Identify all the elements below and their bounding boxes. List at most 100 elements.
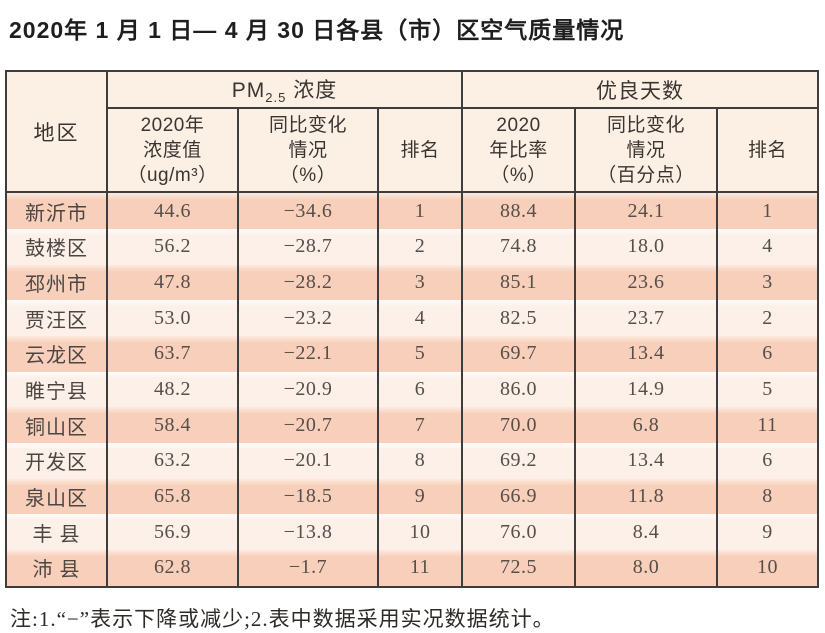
region-cell: 鼓楼区 [5,228,108,265]
table-body: 新沂市 44.6 −34.6 1 88.4 24.1 1 鼓楼区 56.2 −28.7 2 74.8 1… [5,192,820,587]
gd-change-cell: 6.8 [574,407,719,443]
table-row: 睢宁县 48.2 −20.9 6 86.0 14.9 5 [5,371,820,408]
pm-change-cell: −28.7 [237,228,379,265]
pm-rank-cell: 4 [376,300,464,336]
air-quality-table: 地区 PM2.5 浓度 优良天数 2020年 浓度值 （ug/m³） 同比变化 … [5,69,820,588]
gd-rank-cell: 4 [716,228,820,265]
pm-value-cell: 44.6 [106,192,239,229]
header-group-row: 地区 PM2.5 浓度 优良天数 [5,69,820,194]
table-row: 贾汪区 53.0 −23.2 4 82.5 23.7 2 [5,300,820,336]
gd-rate-cell: 76.0 [461,514,577,551]
gd-rank-cell: 8 [716,478,820,515]
pm25-label-prefix: PM [231,79,266,102]
pm-rank-cell: 7 [376,407,464,443]
table-row: 丰 县 56.9 −13.8 10 76.0 8.4 9 [5,514,820,551]
region-cell: 贾汪区 [5,300,108,336]
gd-rank-cell: 5 [716,371,820,408]
table-row: 鼓楼区 56.2 −28.7 2 74.8 18.0 4 [5,228,820,265]
pm-value-cell: 62.8 [106,550,239,587]
table-row: 云龙区 63.7 −22.1 5 69.7 13.4 6 [5,335,820,372]
pm-value-cell: 63.7 [106,335,239,372]
gd-rate-cell: 69.7 [461,335,577,372]
pm-rank-cell: 2 [376,228,464,265]
gd-change-cell: 24.1 [574,192,719,229]
region-cell: 睢宁县 [5,371,108,408]
pm-rank-cell: 6 [376,371,464,408]
pm-rank-cell: 10 [376,514,464,551]
region-cell: 泉山区 [5,478,108,515]
gd-rate-cell: 82.5 [461,300,577,336]
gd-change-cell: 8.0 [574,550,719,587]
pm-value-cell: 65.8 [106,478,239,515]
pm-change-cell: −22.1 [237,335,379,372]
gd-rate-cell: 66.9 [461,478,577,515]
table-row: 泉山区 65.8 −18.5 9 66.9 11.8 8 [5,478,820,515]
header-sub-row: 2020年 浓度值 （ug/m³） 同比变化 情况 （%） 排名 2020 年比… [6,107,820,194]
gd-rate-cell: 88.4 [461,192,577,229]
table-header: 地区 PM2.5 浓度 优良天数 2020年 浓度值 （ug/m³） 同比变化 … [5,69,820,194]
gd-rank-cell: 6 [716,443,820,479]
region-cell: 开发区 [5,443,108,479]
pm-value-cell: 58.4 [106,407,239,443]
pm-change-cell: −20.7 [237,407,379,443]
gd-rank-cell: 1 [716,192,820,229]
table-row: 铜山区 58.4 −20.7 7 70.0 6.8 11 [5,407,820,443]
table-row: 邳州市 47.8 −28.2 3 85.1 23.6 3 [5,264,820,301]
pm-value-cell: 48.2 [106,371,239,408]
pm-rank-cell: 1 [376,192,464,229]
pm-change-cell: −34.6 [237,192,379,229]
region-cell: 丰 县 [5,514,108,551]
pm25-label-suffix: 浓度 [286,79,338,102]
column-header-region: 地区 [5,69,108,194]
pm-rank-cell: 3 [376,264,464,301]
gd-change-cell: 23.7 [574,300,719,336]
gd-rate-cell: 86.0 [461,371,577,408]
gd-rate-cell: 72.5 [461,550,577,587]
column-header-pm-value: 2020年 浓度值 （ug/m³） [106,107,239,194]
column-group-pm25: PM2.5 浓度 [105,69,464,110]
pm-change-cell: −23.2 [237,300,379,336]
region-cell: 邳州市 [5,264,108,301]
gd-change-cell: 18.0 [574,228,719,265]
pm-rank-cell: 11 [376,550,464,587]
pm-value-cell: 53.0 [106,300,239,336]
column-header-pm-rank: 排名 [376,107,464,194]
page-title: 2020年 1 月 1 日— 4 月 30 日各县（市）区空气质量情况 [9,17,625,43]
pm-value-cell: 56.9 [106,514,239,551]
pm-change-cell: −20.9 [237,371,379,408]
gd-rank-cell: 6 [716,335,820,372]
pm-change-cell: −20.1 [237,443,379,479]
gd-rate-cell: 74.8 [461,228,577,265]
gd-rank-cell: 10 [716,550,820,587]
region-cell: 云龙区 [5,335,108,372]
gd-rank-cell: 3 [716,264,820,301]
pm-change-cell: −18.5 [237,478,379,515]
table-row: 开发区 63.2 −20.1 8 69.2 13.4 6 [5,443,820,479]
column-header-pm-change: 同比变化 情况 （%） [237,107,379,194]
pm-value-cell: 56.2 [106,228,239,265]
column-header-gd-rank: 排名 [716,107,820,194]
table-row: 沛 县 62.8 −1.7 11 72.5 8.0 10 [5,550,820,587]
footnote: 注:1.“−”表示下降或减少;2.表中数据采用实况数据统计。 [10,606,555,631]
pm-change-cell: −13.8 [237,514,379,551]
pm25-label-subscript: 2.5 [265,90,287,106]
gd-change-cell: 13.4 [574,335,719,372]
gd-change-cell: 23.6 [574,264,719,301]
pm-value-cell: 63.2 [106,443,239,479]
pm-change-cell: −1.7 [237,550,379,587]
region-cell: 新沂市 [5,192,108,229]
region-cell: 铜山区 [5,407,108,443]
pm-value-cell: 47.8 [106,264,239,301]
pm-rank-cell: 8 [376,443,464,479]
gd-rate-cell: 69.2 [461,443,577,479]
column-header-gd-change: 同比变化 情况 （百分点） [574,107,719,194]
region-cell: 沛 县 [5,550,108,587]
gd-change-cell: 11.8 [574,478,719,515]
gd-rank-cell: 2 [716,300,820,336]
article-page: 2020年 1 月 1 日— 4 月 30 日各县（市）区空气质量情况 地区 P… [0,11,825,633]
pm-change-cell: −28.2 [237,264,379,301]
pm-rank-cell: 5 [376,335,464,372]
table-row: 新沂市 44.6 −34.6 1 88.4 24.1 1 [5,192,820,229]
gd-rank-cell: 9 [716,514,820,551]
gd-rank-cell: 11 [716,407,820,443]
